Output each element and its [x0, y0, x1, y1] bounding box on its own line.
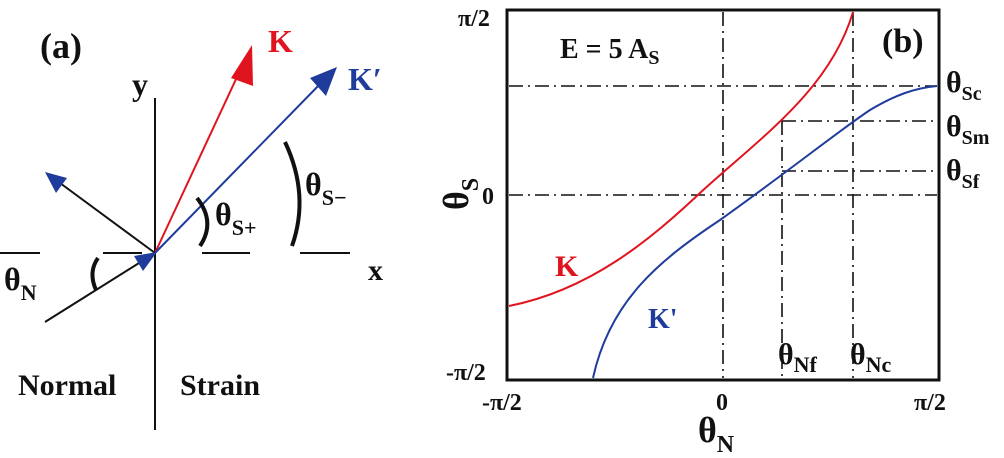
theta-nc-label: θNc — [850, 338, 892, 377]
curve-k-label: K — [555, 250, 579, 283]
theta-s-plus-arc — [195, 196, 210, 248]
theta-n-label: θN — [4, 261, 37, 305]
theta-nf-label: θNf — [778, 338, 818, 377]
energy-label: E = 5 AS — [560, 34, 659, 69]
panel-a: (a) y x K K′ θN θS+ θS− Norma — [0, 23, 383, 430]
reflected-line — [59, 182, 156, 254]
theta-s-minus-arc — [283, 141, 302, 247]
region-normal-label: Normal — [18, 369, 116, 402]
theta-sc-label: θSc — [946, 66, 982, 105]
curve-k — [508, 11, 854, 307]
kp-arrow-line — [154, 81, 323, 254]
x-tick-zero: 0 — [716, 390, 728, 416]
theta-s-plus-label: θS+ — [215, 196, 256, 240]
y-tick-bottom: -π/2 — [446, 360, 486, 386]
x-axis-label: x — [368, 254, 383, 287]
panel-b-tag: (b) — [882, 23, 924, 60]
region-strain-label: Strain — [180, 369, 260, 402]
incident-line — [44, 252, 156, 323]
x-tick-right: π/2 — [914, 390, 946, 416]
curve-kp — [592, 85, 938, 379]
k-label: K — [268, 23, 293, 59]
y-tick-zero: 0 — [482, 184, 494, 210]
reference-lines — [509, 12, 937, 378]
panel-a-tag: (a) — [40, 26, 82, 66]
y-tick-top: π/2 — [458, 6, 490, 32]
kp-arrowhead — [310, 67, 337, 96]
panel-b: E = 5 AS (b) K K' θNf θNc θSc θSm θSf π/… — [436, 6, 990, 458]
incident-arrowhead — [134, 252, 157, 271]
theta-sf-label: θSf — [946, 154, 980, 193]
theta-sm-label: θSm — [946, 110, 990, 149]
x-axis-title: θN — [698, 410, 735, 458]
x-tick-left: -π/2 — [482, 390, 522, 416]
plot-frame — [505, 8, 941, 382]
k-arrow-line — [154, 61, 245, 254]
reflected-arrowhead — [45, 172, 67, 193]
k-arrowhead — [231, 45, 253, 86]
y-axis-title: θS — [436, 178, 484, 210]
kp-label: K′ — [348, 61, 382, 97]
theta-n-arc — [90, 256, 100, 291]
curve-kp-label: K' — [648, 304, 678, 335]
theta-s-minus-label: θS− — [305, 166, 346, 210]
y-axis-label: y — [132, 66, 148, 102]
